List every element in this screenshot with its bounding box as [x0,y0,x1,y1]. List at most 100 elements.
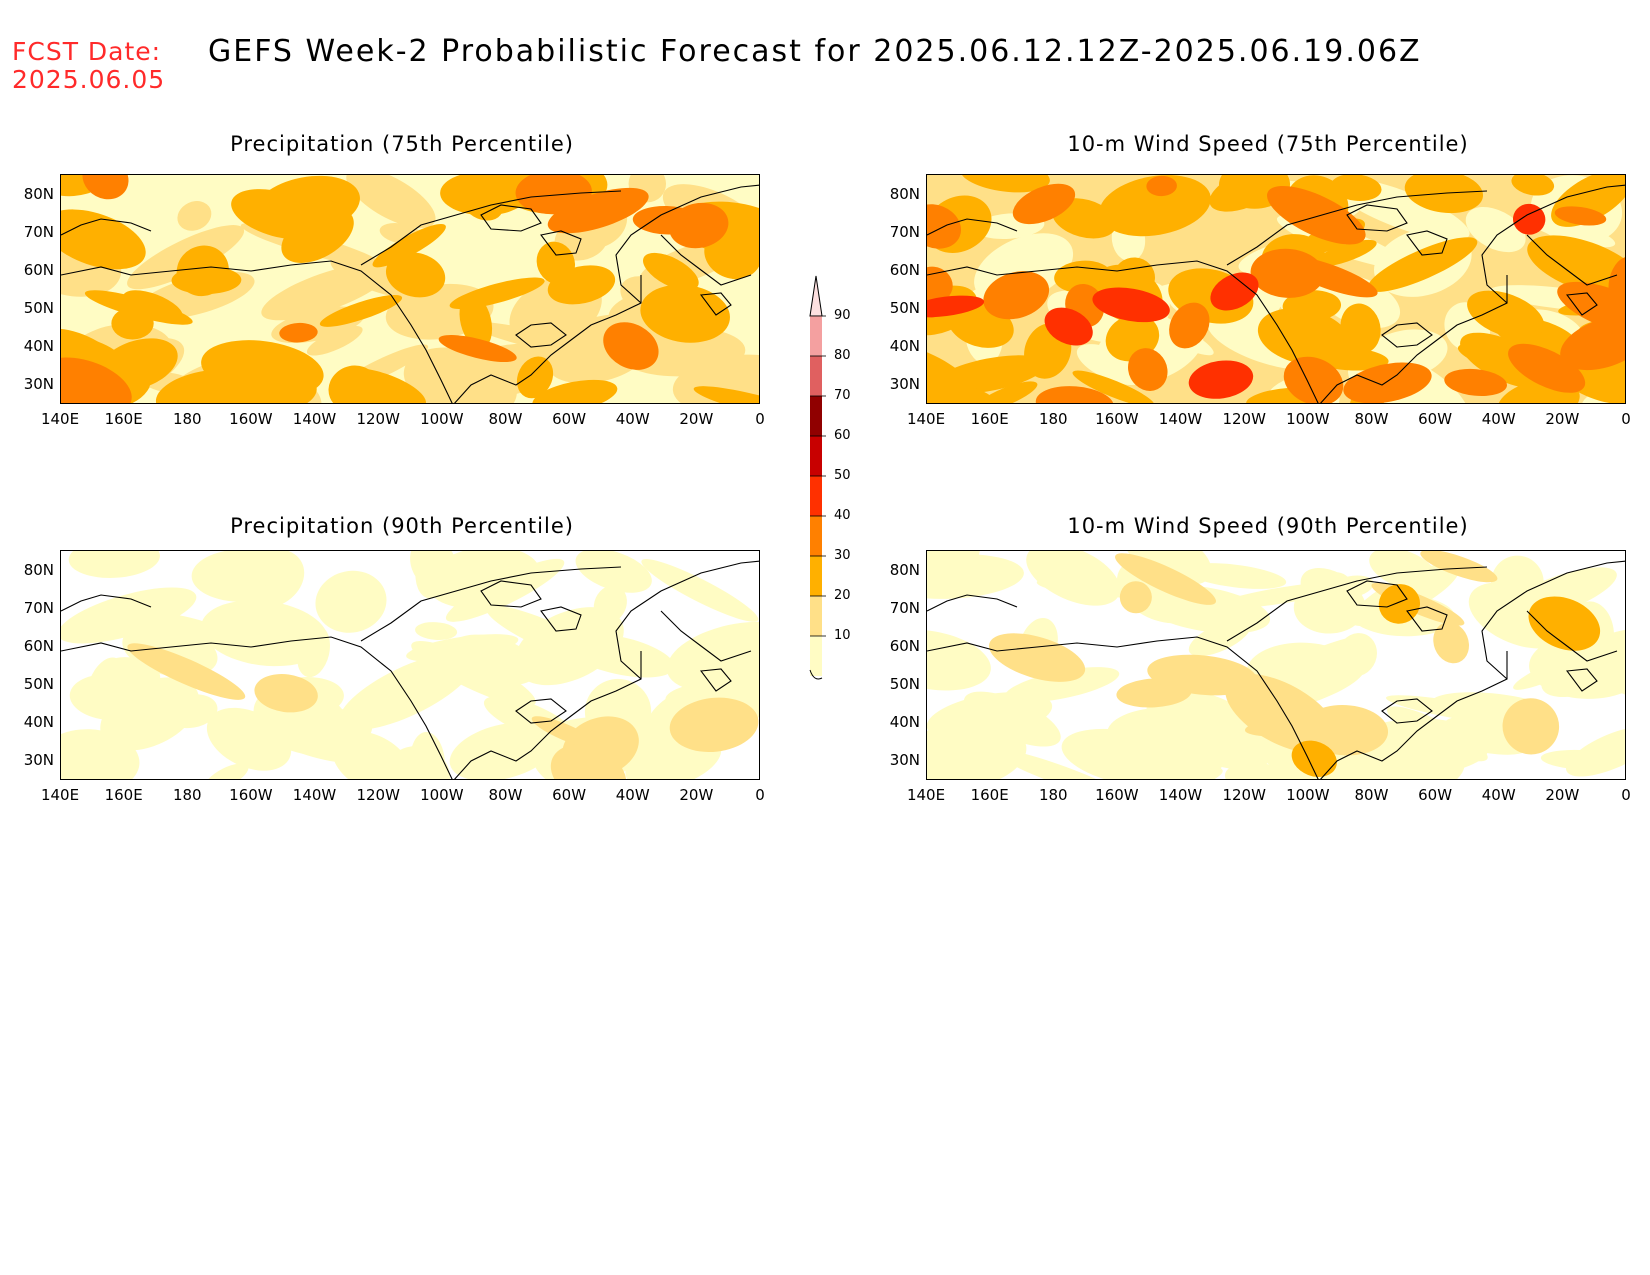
map-canvas [61,551,759,779]
colorbar-label: 50 [834,468,851,483]
contour-region [410,551,458,591]
contour-region [668,202,729,249]
coastline [454,651,642,779]
lat-label: 50N [23,299,54,317]
lat-label: 40N [889,713,920,731]
colorbar-label: 80 [834,348,851,363]
coastline [1481,184,1625,304]
contour-region [385,252,446,298]
contour-region [1608,256,1625,307]
fcst-date-label: FCST Date: [12,37,162,66]
coastline [615,184,759,304]
contour-region [1035,386,1114,403]
lon-label: 160E [104,786,143,804]
coastline [454,275,642,403]
lat-label: 40N [889,337,920,355]
contour-region [319,294,403,327]
lon-label: 160E [970,786,1009,804]
contour-region [69,674,150,721]
map-canvas [927,175,1625,403]
lon-label: 40W [1481,786,1516,804]
lon-label: 120W [356,786,400,804]
colorbar-label: 40 [834,508,851,523]
contour-region [176,245,229,297]
contour-region [593,585,627,624]
contour-region [672,354,759,403]
colorbar-label: 10 [834,628,851,643]
lon-label: 120W [1222,410,1266,428]
coastline [1526,234,1618,286]
panel-title-precip90: Precipitation (90th Percentile) [230,514,574,538]
lon-label: 160W [1095,786,1139,804]
contour-region [459,293,493,349]
contour-region [550,744,627,779]
lat-label: 80N [889,561,920,579]
contour-region [1146,175,1177,197]
coastline [1226,190,1488,266]
contour-region [1560,316,1625,371]
contour-region [1369,551,1437,590]
contour-region [372,223,446,268]
contour-region [243,551,282,587]
colorbar-label: 70 [834,388,851,403]
page-title: GEFS Week-2 Probabilistic Forecast for 2… [208,34,1422,69]
contour-region [296,625,331,678]
lat-label: 70N [889,223,920,241]
contour-region [346,175,436,229]
contour-region [1267,185,1366,245]
contour-region [177,201,212,231]
contour-region [1528,596,1601,651]
coastline [61,594,152,612]
contour-region [206,707,292,771]
lon-label: 160W [229,410,273,428]
coastline [927,594,1018,612]
coastline [1526,610,1618,662]
colorbar-label: 30 [834,548,851,563]
lon-label: 20W [679,410,714,428]
contour-region [1291,740,1337,777]
contour-region [988,633,1086,682]
contour-region [448,634,538,686]
contour-region [676,649,759,686]
contour-region [960,175,1050,193]
contour-region [1467,290,1545,339]
lon-label: 80W [1354,786,1389,804]
contour-region [1092,287,1170,323]
lat-label: 30N [889,375,920,393]
coastline [1481,560,1625,680]
contour-region [1465,206,1526,253]
contour-region [1554,206,1607,226]
contour-region [1318,572,1354,610]
contour-region [1099,175,1211,237]
lon-label: 20W [1545,410,1580,428]
lat-label: 30N [889,751,920,769]
contour-region [481,729,534,770]
lon-label: 100W [420,786,464,804]
contour-region [643,252,699,291]
lon-label: 0 [1621,410,1631,428]
panel-title-wind90: 10-m Wind Speed (90th Percentile) [1067,514,1469,538]
contour-region [1502,698,1560,755]
colorbar [809,275,826,680]
contour-region [927,204,962,249]
contour-region [486,605,617,669]
contour-region [1257,308,1351,365]
lon-label: 0 [755,410,765,428]
map-wind75 [926,174,1626,404]
contour-region [1367,237,1478,292]
coastline [660,234,752,286]
lat-label: 30N [23,375,54,393]
lon-label: 60W [552,410,587,428]
lon-label: 160W [229,786,273,804]
contour-region [254,674,318,713]
lat-label: 30N [23,751,54,769]
lon-label: 180 [1038,786,1068,804]
contour-region [306,325,363,356]
contour-region [1012,183,1076,225]
lon-label: 140W [1158,786,1203,804]
lat-label: 50N [889,675,920,693]
contour-region [531,716,599,749]
coastline [480,204,542,232]
contour-region [693,386,759,403]
lat-label: 70N [889,599,920,617]
